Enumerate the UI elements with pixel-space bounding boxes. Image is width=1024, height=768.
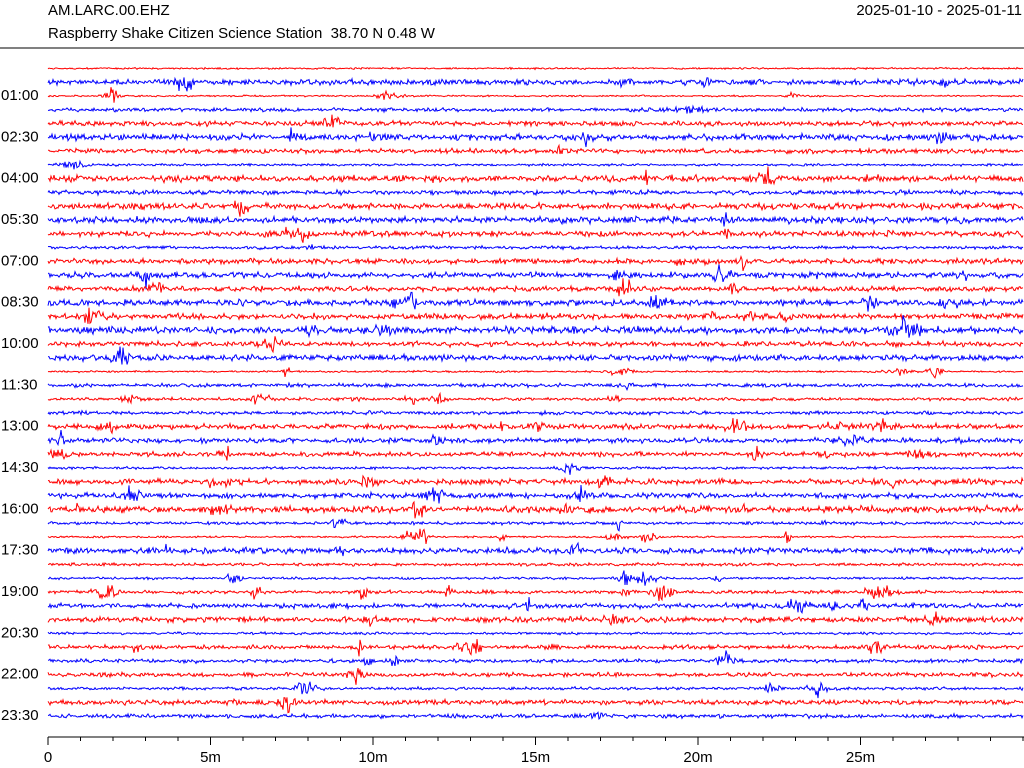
trace — [47, 409, 1024, 417]
row-label: 13:00 — [1, 418, 39, 435]
trace — [47, 87, 1024, 103]
trace — [47, 585, 1024, 602]
trace — [47, 104, 1024, 115]
trace — [47, 541, 1024, 557]
trace — [47, 528, 1024, 544]
trace — [47, 159, 1024, 170]
row-label: 05:30 — [1, 211, 39, 228]
trace — [47, 188, 1024, 197]
row-label: 14:30 — [1, 459, 39, 476]
trace — [47, 264, 1024, 290]
trace — [47, 127, 1024, 148]
trace — [47, 611, 1024, 627]
trace — [47, 445, 1024, 461]
x-tick-label: 5m — [200, 749, 221, 766]
trace — [47, 114, 1024, 129]
x-tick-label: 20m — [683, 749, 712, 766]
row-label: 11:30 — [1, 376, 37, 393]
trace — [47, 484, 1024, 504]
trace — [47, 668, 1024, 685]
trace — [47, 291, 1024, 312]
row-label: 20:30 — [1, 624, 39, 641]
trace — [47, 597, 1023, 614]
station-id: AM.LARC.00.EHZ — [48, 2, 170, 19]
trace — [47, 346, 1024, 365]
date-range: 2025-01-10 - 2025-01-11 — [856, 2, 1022, 19]
trace — [47, 200, 1024, 217]
trace — [47, 381, 1024, 392]
trace — [47, 76, 1024, 92]
trace — [47, 570, 1024, 586]
row-label: 01:00 — [1, 87, 39, 104]
trace — [47, 430, 1024, 448]
x-tick-label: 0 — [44, 749, 52, 766]
trace — [47, 711, 1024, 720]
row-label: 17:30 — [1, 542, 39, 559]
row-label: 19:00 — [1, 583, 39, 600]
trace — [47, 166, 1024, 186]
trace — [47, 697, 1024, 714]
trace — [47, 226, 1024, 243]
trace — [48, 561, 1024, 568]
trace — [47, 307, 1024, 325]
trace — [47, 462, 1024, 475]
x-tick-label: 10m — [358, 749, 387, 766]
row-label: 02:30 — [1, 128, 39, 145]
trace — [47, 367, 1024, 379]
row-label: 10:00 — [1, 335, 39, 352]
row-label: 04:00 — [1, 170, 39, 187]
row-label: 23:30 — [1, 707, 39, 724]
trace — [47, 255, 1024, 272]
trace — [48, 143, 1024, 156]
row-label: 08:30 — [1, 294, 39, 311]
row-label: 22:00 — [1, 666, 39, 683]
trace — [47, 336, 1024, 354]
trace — [47, 418, 1024, 435]
row-label: 07:00 — [1, 252, 39, 269]
x-tick-label: 25m — [846, 749, 875, 766]
trace — [47, 639, 1024, 657]
trace — [47, 66, 1024, 71]
trace — [47, 212, 1024, 227]
trace — [47, 650, 1024, 667]
trace — [47, 681, 1024, 699]
trace — [47, 518, 1024, 532]
trace — [47, 474, 1024, 490]
trace — [47, 630, 1024, 636]
x-tick-label: 15m — [521, 749, 550, 766]
station-info: Raspberry Shake Citizen Science Station … — [48, 25, 436, 42]
trace — [47, 244, 1024, 251]
trace — [47, 391, 1023, 406]
trace — [47, 278, 1024, 297]
trace — [47, 500, 1024, 519]
trace — [47, 315, 1024, 339]
row-label: 16:00 — [1, 500, 39, 517]
